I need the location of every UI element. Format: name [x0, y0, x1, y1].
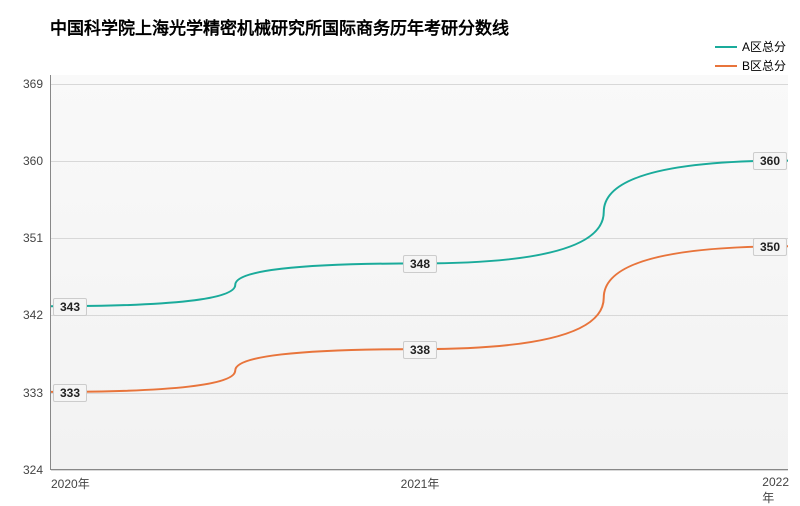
legend-swatch-a	[715, 46, 737, 48]
y-tick-label: 342	[23, 308, 51, 322]
legend-label-a: A区总分	[742, 38, 786, 55]
data-label: 333	[53, 384, 87, 402]
plot-area: 324333342351360369 2020年2021年2022年 34334…	[50, 75, 788, 470]
legend: A区总分 B区总分	[715, 38, 786, 76]
line-series-a	[51, 161, 788, 307]
y-tick-label: 351	[23, 231, 51, 245]
y-tick-label: 333	[23, 386, 51, 400]
y-tick-label: 324	[23, 463, 51, 477]
data-label: 338	[403, 341, 437, 359]
x-tick-label: 2021年	[401, 469, 440, 492]
y-tick-label: 360	[23, 154, 51, 168]
legend-label-b: B区总分	[742, 57, 786, 74]
data-label: 348	[403, 255, 437, 273]
x-tick-label: 2020年	[51, 469, 90, 492]
data-label: 360	[753, 152, 787, 170]
chart-title: 中国科学院上海光学精密机械研究所国际商务历年考研分数线	[50, 14, 509, 39]
x-tick-label: 2022年	[762, 469, 789, 506]
legend-swatch-b	[715, 65, 737, 67]
data-label: 343	[53, 298, 87, 316]
y-tick-label: 369	[23, 77, 51, 91]
chart-container: 中国科学院上海光学精密机械研究所国际商务历年考研分数线 A区总分 B区总分 32…	[0, 0, 800, 500]
legend-item-b: B区总分	[715, 57, 786, 74]
data-label: 350	[753, 238, 787, 256]
legend-item-a: A区总分	[715, 38, 786, 55]
